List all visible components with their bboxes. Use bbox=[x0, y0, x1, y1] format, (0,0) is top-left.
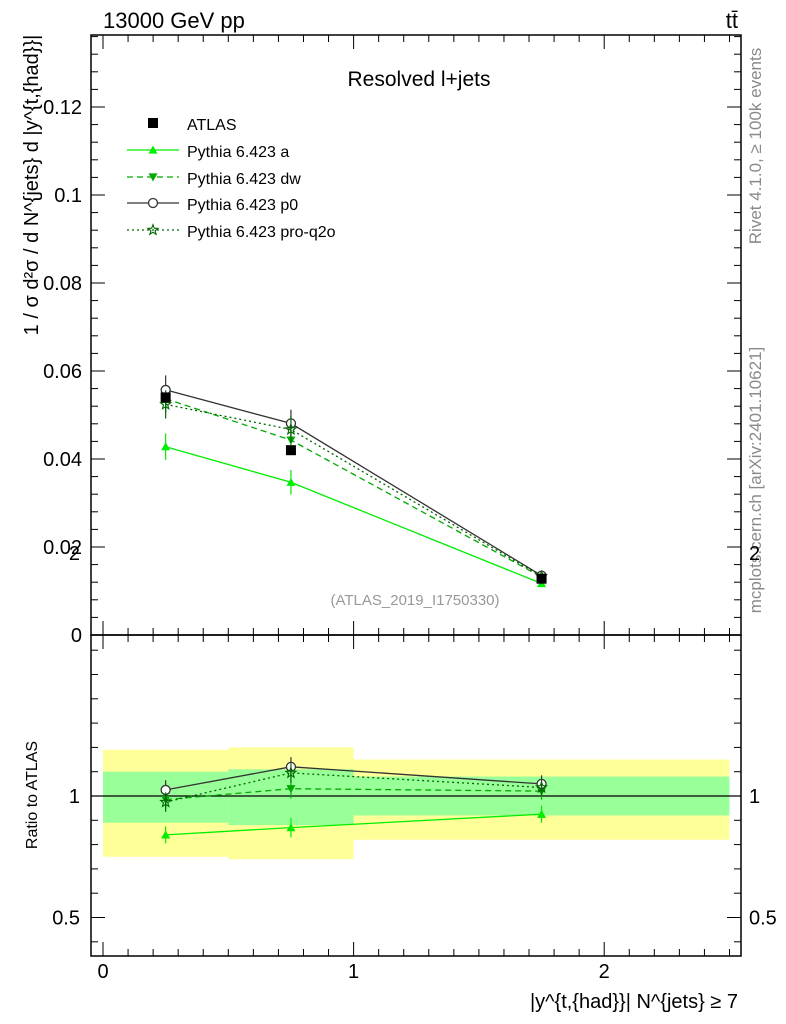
ratio-marks bbox=[159, 757, 549, 844]
ratio-series-point bbox=[161, 830, 171, 839]
legend-marker bbox=[146, 223, 160, 236]
legend-label: ATLAS bbox=[187, 117, 237, 134]
legend-label: Pythia 6.423 p0 bbox=[187, 197, 298, 214]
mcplots-label: mcplots.cern.ch [arXiv:2401.10621] bbox=[746, 347, 765, 613]
legend-label: Pythia 6.423 a bbox=[187, 144, 289, 161]
series-point bbox=[284, 422, 298, 436]
y-tick-label: 0 bbox=[71, 625, 82, 647]
series-point bbox=[286, 477, 296, 486]
y-tick-label: 0.08 bbox=[43, 273, 82, 295]
y-tick-label: 0.02 bbox=[43, 537, 82, 559]
y-tick-label: 0.1 bbox=[54, 185, 82, 207]
ratio-series-point bbox=[286, 785, 296, 794]
x-tick-label: 0 bbox=[97, 961, 108, 983]
ratio-ticks bbox=[91, 635, 741, 956]
ratio-bands bbox=[103, 747, 730, 860]
main-marks bbox=[159, 375, 549, 588]
legend: ATLAS Pythia 6.423 a Pythia 6.423 dw Pythia… bbox=[127, 117, 336, 241]
ratio-y-tick-label-right: 1 bbox=[749, 786, 760, 808]
ratio-y-tick-label-right: 0.5 bbox=[749, 908, 777, 930]
rivet-version-label: Rivet 4.1.0, ≥ 100k events bbox=[746, 48, 765, 244]
ratio-y-axis-label: Ratio to ATLAS bbox=[24, 741, 41, 849]
main-y-tick-labels: 0 0.02 0.04 0.06 0.08 0.1 0.12 bbox=[43, 97, 82, 647]
series-line-0 bbox=[165, 446, 542, 585]
main-panel: 0 0.02 0.04 0.06 0.08 0.1 0.12 Resolved l+jets… bbox=[21, 34, 742, 647]
y-tick-label: 0.12 bbox=[43, 97, 82, 119]
x-axis-label: |y^{t,{had}}| N^{jets} ≥ 7 bbox=[530, 991, 738, 1013]
main-watermark: (ATLAS_2019_I1750330) bbox=[330, 592, 499, 609]
main-ticks bbox=[91, 35, 741, 636]
y-tick-label: 0.06 bbox=[43, 361, 82, 383]
ratio-y-tick-label-right: 2 bbox=[749, 543, 760, 565]
ratio-series-point bbox=[537, 809, 547, 818]
ratio-y-tick-labels: 0.5 0.5 1 1 2 2 bbox=[52, 543, 777, 930]
x-tick-labels: 0 1 2 bbox=[97, 961, 609, 983]
ratio-series-point bbox=[535, 780, 549, 794]
legend-marker bbox=[147, 197, 159, 209]
x-tick-label: 2 bbox=[599, 961, 610, 983]
ratio-series-line-3 bbox=[165, 772, 542, 803]
legend-marker-atlas bbox=[148, 118, 158, 128]
atlas-data-point bbox=[285, 445, 296, 456]
legend-label: Pythia 6.423 pro-q2o bbox=[187, 224, 336, 241]
y-tick-label: 0.04 bbox=[43, 449, 82, 471]
legend-label: Pythia 6.423 dw bbox=[187, 171, 301, 188]
ratio-y-tick-label: 2 bbox=[69, 543, 80, 565]
series-line-2 bbox=[165, 389, 542, 577]
main-title: Resolved l+jets bbox=[348, 68, 491, 91]
series-point bbox=[159, 397, 173, 410]
atlas-data-point bbox=[160, 392, 171, 403]
legend-marker bbox=[148, 173, 158, 182]
series-point bbox=[161, 442, 171, 451]
ratio-series-point bbox=[159, 795, 173, 808]
ratio-series-point bbox=[286, 823, 296, 832]
ratio-panel: 0.5 0.5 1 1 2 2 0 1 2 Ratio to ATLAS |y^{t,{had… bbox=[24, 543, 777, 1013]
ratio-y-tick-label: 1 bbox=[69, 786, 80, 808]
legend-marker bbox=[148, 145, 158, 154]
ratio-series-point bbox=[284, 766, 298, 779]
x-tick-label: 1 bbox=[348, 961, 359, 983]
header-collision-label: 13000 GeV pp bbox=[103, 8, 245, 33]
ratio-y-tick-label: 0.5 bbox=[52, 908, 80, 930]
header-process-label: tt̄ bbox=[726, 8, 738, 33]
series-line-3 bbox=[165, 403, 542, 578]
atlas-data-point bbox=[536, 573, 547, 584]
main-y-axis-label: 1 / σ d²σ / d N^{jets} d |y^{t,{had}}| bbox=[21, 35, 43, 336]
series-line-1 bbox=[165, 398, 542, 578]
